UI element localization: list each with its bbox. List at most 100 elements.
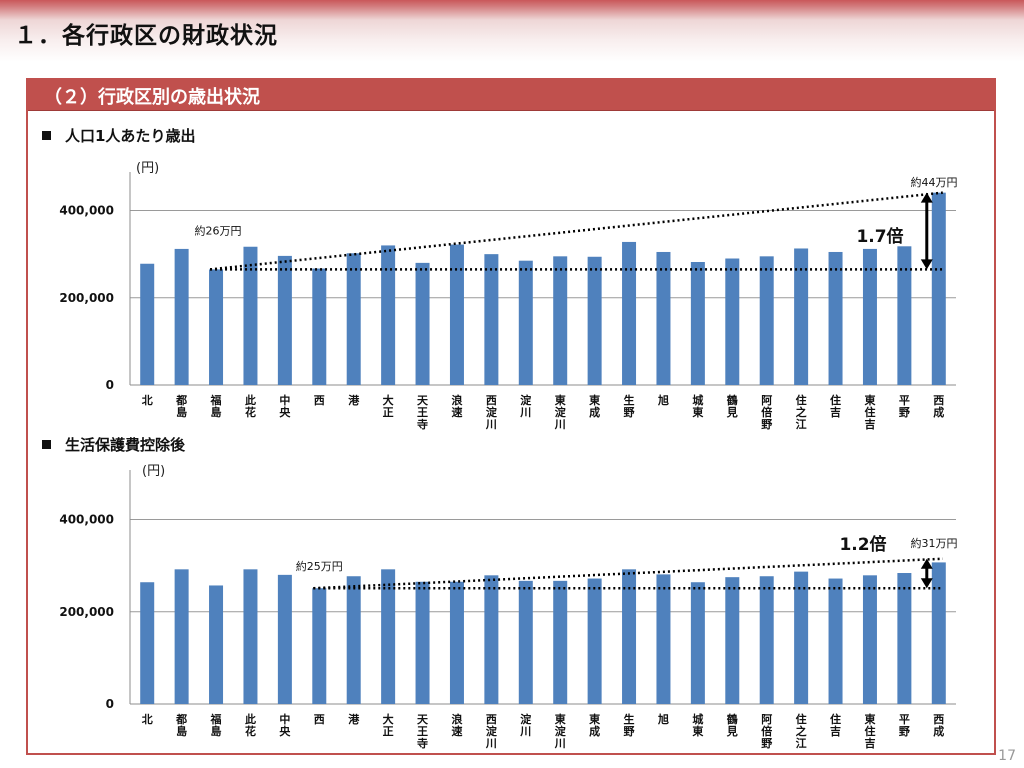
bar	[794, 571, 809, 704]
chart2-heading: 生活保護費控除後	[42, 434, 185, 455]
high-value-label: 約31万円	[911, 536, 958, 550]
y-tick-label: 200,000	[59, 291, 114, 305]
x-tick-label: 西成	[933, 713, 944, 738]
bar	[277, 574, 292, 704]
x-tick-label: 此花	[245, 712, 256, 738]
x-tick-label: 阿倍野	[761, 712, 772, 750]
bar	[690, 262, 705, 385]
ratio-arrow-head-up	[920, 558, 933, 569]
ratio-label: 1.7倍	[856, 226, 903, 247]
y-tick-label: 400,000	[59, 513, 114, 527]
x-tick-label: 西	[314, 394, 325, 407]
x-tick-label: 東成	[589, 393, 601, 419]
bar	[725, 577, 740, 704]
bar	[828, 251, 843, 385]
x-tick-label: 城東	[692, 393, 704, 419]
x-tick-label: 西	[314, 713, 325, 726]
bar	[587, 578, 602, 704]
bar	[656, 574, 671, 704]
bar	[174, 248, 189, 385]
x-tick-label: 生野	[624, 393, 635, 419]
title-band	[0, 0, 1024, 62]
bar	[553, 580, 568, 704]
bar	[587, 256, 602, 385]
bar	[381, 245, 396, 385]
x-tick-label: 住吉	[830, 712, 841, 738]
high-value-label: 約44万円	[911, 175, 958, 189]
bar	[828, 578, 843, 704]
x-tick-label: 旭	[657, 712, 669, 726]
x-tick-label: 東住吉	[864, 393, 876, 431]
x-tick-label: 中央	[279, 712, 291, 738]
ratio-arrow-head-down	[920, 578, 933, 589]
x-tick-label: 城東	[692, 712, 704, 738]
x-tick-label: 住之江	[796, 393, 807, 431]
x-tick-label: 中央	[279, 393, 291, 419]
x-tick-label: 西成	[933, 394, 944, 419]
bar	[449, 244, 464, 385]
bar	[484, 575, 499, 704]
x-tick-label: 旭	[657, 393, 669, 407]
x-tick-label: 生野	[624, 712, 635, 738]
bar	[553, 256, 568, 385]
bar	[518, 580, 533, 704]
x-tick-label: 淀川	[519, 393, 532, 419]
bar	[243, 246, 258, 385]
bar	[140, 582, 155, 704]
x-tick-label: 東住吉	[864, 712, 876, 750]
page-number: 17	[998, 748, 1016, 764]
bar	[518, 260, 533, 385]
y-unit-label: (円)	[136, 161, 159, 176]
chart2-heading-text: 生活保護費控除後	[65, 436, 186, 454]
x-tick-label: 住吉	[830, 393, 841, 419]
bar	[312, 588, 327, 704]
x-tick-label: 西淀川	[485, 713, 498, 750]
bar	[346, 576, 361, 704]
bullet-square-icon	[42, 440, 51, 449]
ratio-arrow-head-up	[920, 192, 933, 203]
bar	[312, 268, 327, 385]
y-tick-label: 200,000	[59, 605, 114, 619]
x-tick-label: 福島	[210, 712, 222, 738]
bar	[209, 269, 224, 385]
x-tick-label: 淀川	[519, 712, 532, 738]
bar	[622, 241, 637, 385]
x-tick-label: 天王寺	[417, 394, 429, 431]
x-tick-label: 北	[142, 393, 153, 407]
y-unit-label: (円)	[142, 464, 165, 479]
bar	[725, 258, 740, 385]
section-title: （２）行政区別の歳出状況	[44, 87, 260, 108]
bar	[656, 251, 671, 385]
x-tick-label: 西淀川	[485, 394, 498, 431]
x-tick-label: 住之江	[796, 712, 807, 750]
y-tick-label: 0	[106, 378, 114, 392]
ratio-label: 1.2倍	[839, 534, 886, 555]
x-tick-label: 鶴見	[726, 393, 738, 419]
ratio-arrow-head-down	[920, 259, 933, 270]
x-tick-label: 平野	[899, 394, 910, 419]
y-tick-label: 400,000	[59, 204, 114, 218]
bar	[243, 569, 258, 704]
low-value-label: 約26万円	[195, 223, 242, 237]
bar	[862, 248, 877, 385]
bar	[346, 253, 361, 385]
x-tick-label: 阿倍野	[761, 393, 772, 431]
x-tick-label: 福島	[210, 393, 222, 419]
bar	[209, 585, 224, 704]
x-tick-label: 浪速	[451, 393, 462, 419]
low-value-label: 約25万円	[296, 559, 343, 573]
x-tick-label: 都島	[175, 393, 187, 419]
bar	[794, 248, 809, 385]
slide-title: １．各行政区の財政状況	[14, 23, 278, 49]
content-frame	[26, 78, 996, 755]
x-tick-label: 天王寺	[417, 713, 429, 750]
x-tick-label: 大正	[383, 393, 394, 419]
bar	[897, 573, 912, 704]
bar	[931, 562, 946, 704]
section-header: （２）行政区別の歳出状況	[28, 80, 994, 111]
x-tick-label: 都島	[175, 712, 187, 738]
x-tick-label: 大正	[383, 712, 394, 738]
x-tick-label: 北	[142, 712, 153, 726]
